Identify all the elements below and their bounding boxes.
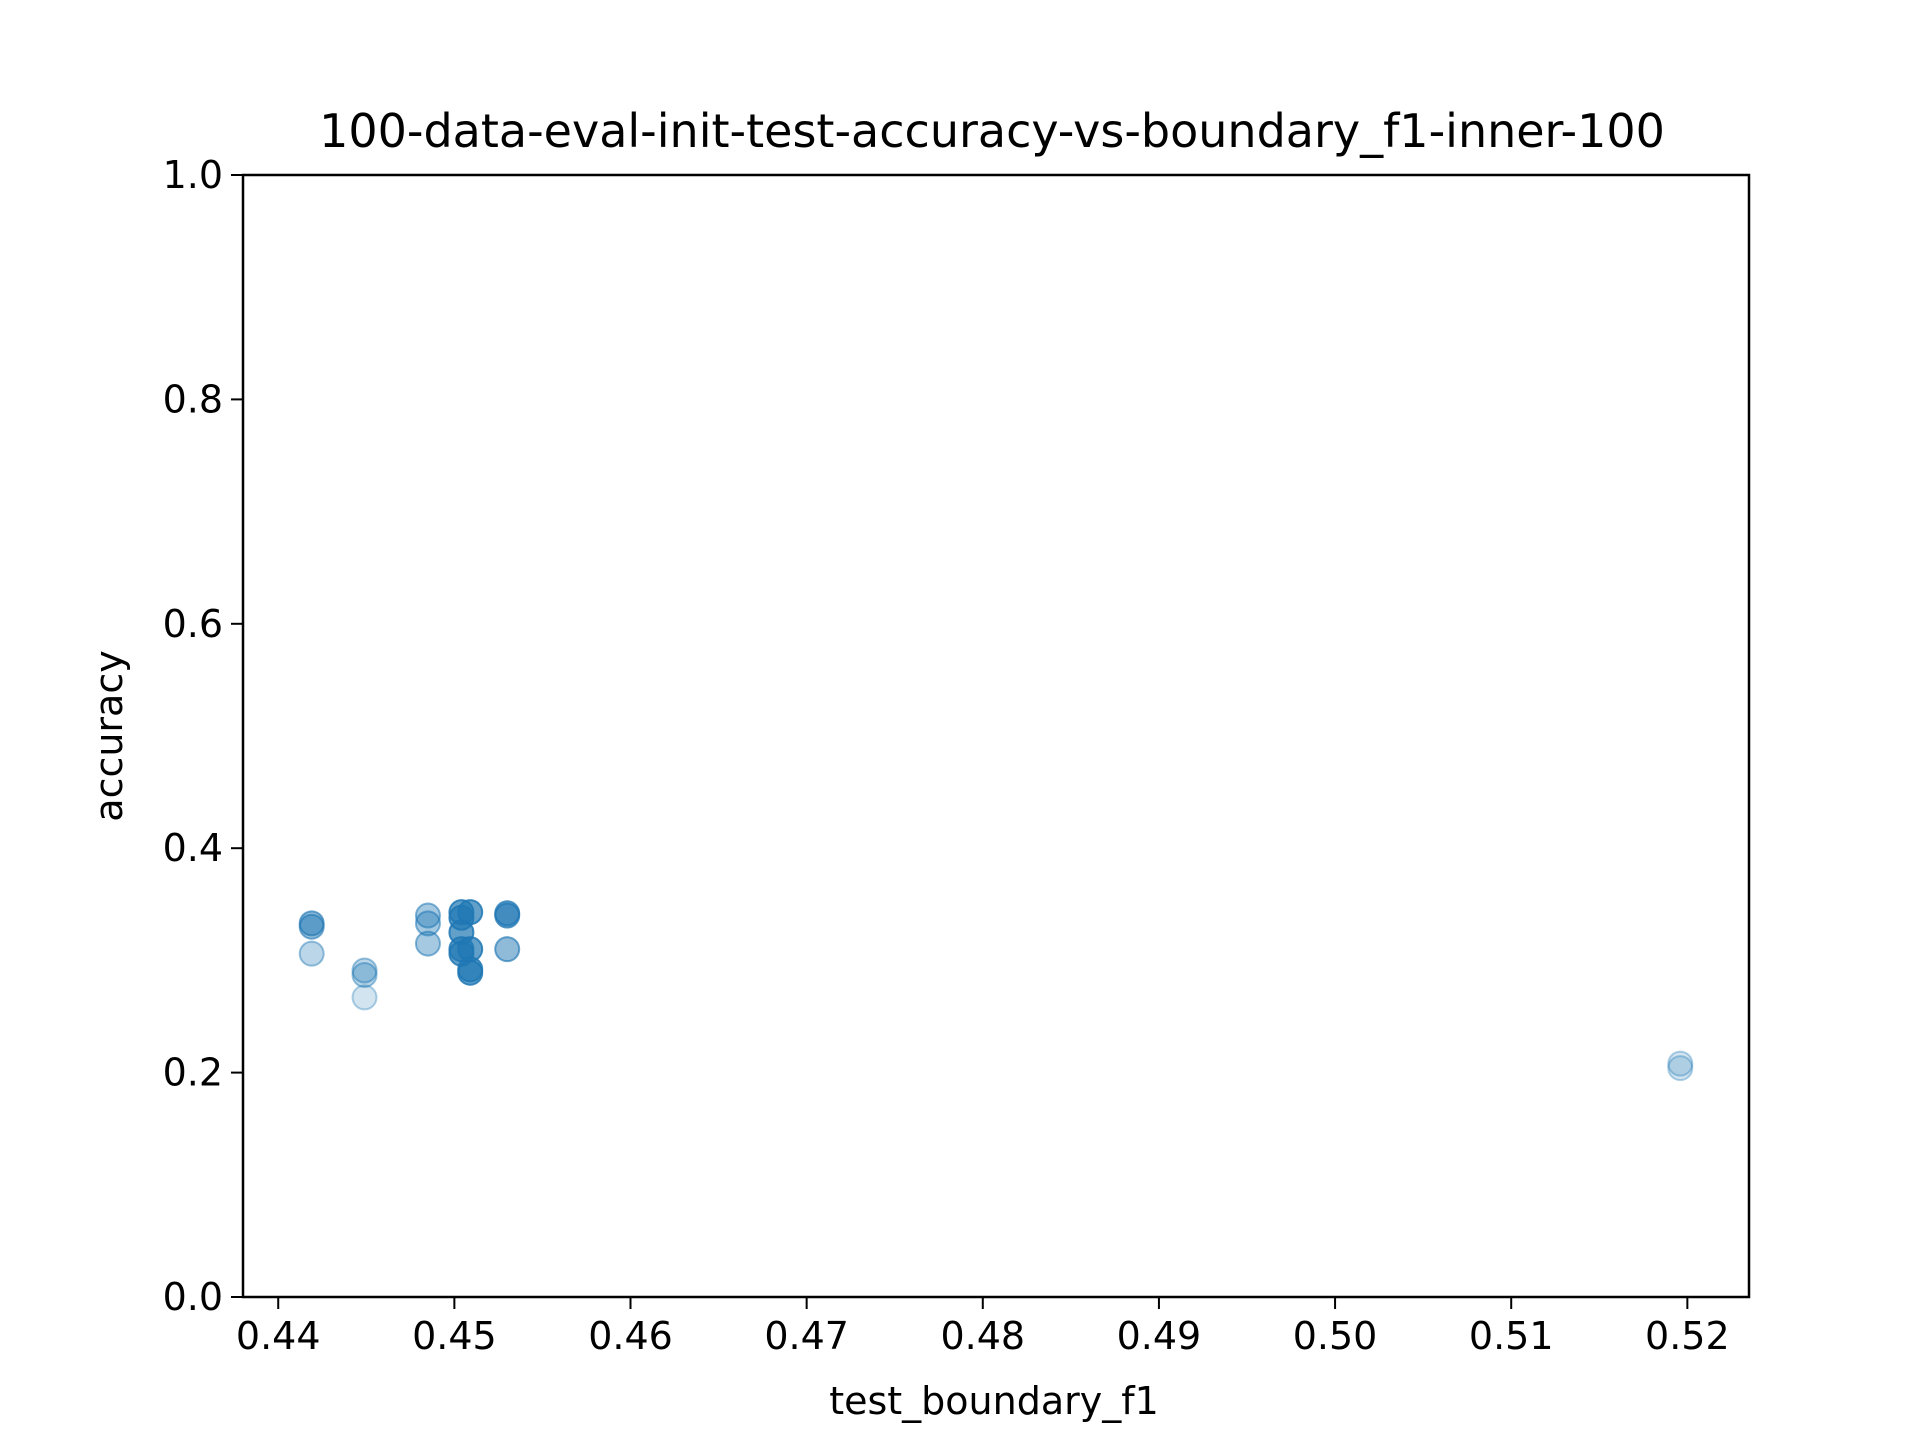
- data-point: [494, 936, 521, 963]
- x-tick-label: 0.48: [940, 1314, 1025, 1358]
- x-tick-label: 0.49: [1117, 1314, 1202, 1358]
- x-tick-label: 0.45: [412, 1314, 497, 1358]
- y-tick-label: 0.4: [163, 826, 223, 870]
- y-axis-label: accuracy: [87, 650, 131, 821]
- data-point: [1667, 1050, 1694, 1077]
- data-point: [298, 940, 325, 967]
- x-tick-label: 0.50: [1293, 1314, 1378, 1358]
- x-tick-label: 0.46: [588, 1314, 673, 1358]
- chart-title: 100-data-eval-init-test-accuracy-vs-boun…: [319, 104, 1665, 158]
- plot-frame: [241, 173, 1751, 1299]
- x-tick-label: 0.47: [764, 1314, 849, 1358]
- x-axis: 0.44 0.45 0.46 0.47 0.48 0.49 0.50 0.51 0.52: [236, 1297, 1730, 1358]
- x-tick-label: 0.52: [1645, 1314, 1730, 1358]
- data-point: [1667, 1055, 1694, 1082]
- x-tick-label: 0.44: [236, 1314, 321, 1358]
- y-tick-label: 0.6: [163, 602, 223, 646]
- data-point: [351, 984, 378, 1011]
- y-axis: 0.0 0.2 0.4 0.6 0.8 1.0: [163, 153, 243, 1319]
- data-point: [494, 902, 521, 929]
- data-point: [457, 959, 484, 986]
- data-point: [351, 957, 378, 984]
- data-point: [298, 913, 325, 940]
- data-point: [414, 910, 441, 937]
- y-tick-label: 0.2: [163, 1051, 223, 1095]
- x-axis-label: test_boundary_f1: [829, 1379, 1159, 1423]
- y-tick-label: 0.0: [163, 1275, 223, 1319]
- points-layer: [298, 899, 1694, 1082]
- data-point: [414, 902, 441, 929]
- data-point: [414, 930, 441, 957]
- data-point: [351, 961, 378, 988]
- y-tick-label: 1.0: [163, 153, 223, 197]
- y-tick-label: 0.8: [163, 377, 223, 421]
- data-point: [457, 899, 484, 926]
- x-tick-label: 0.51: [1469, 1314, 1554, 1358]
